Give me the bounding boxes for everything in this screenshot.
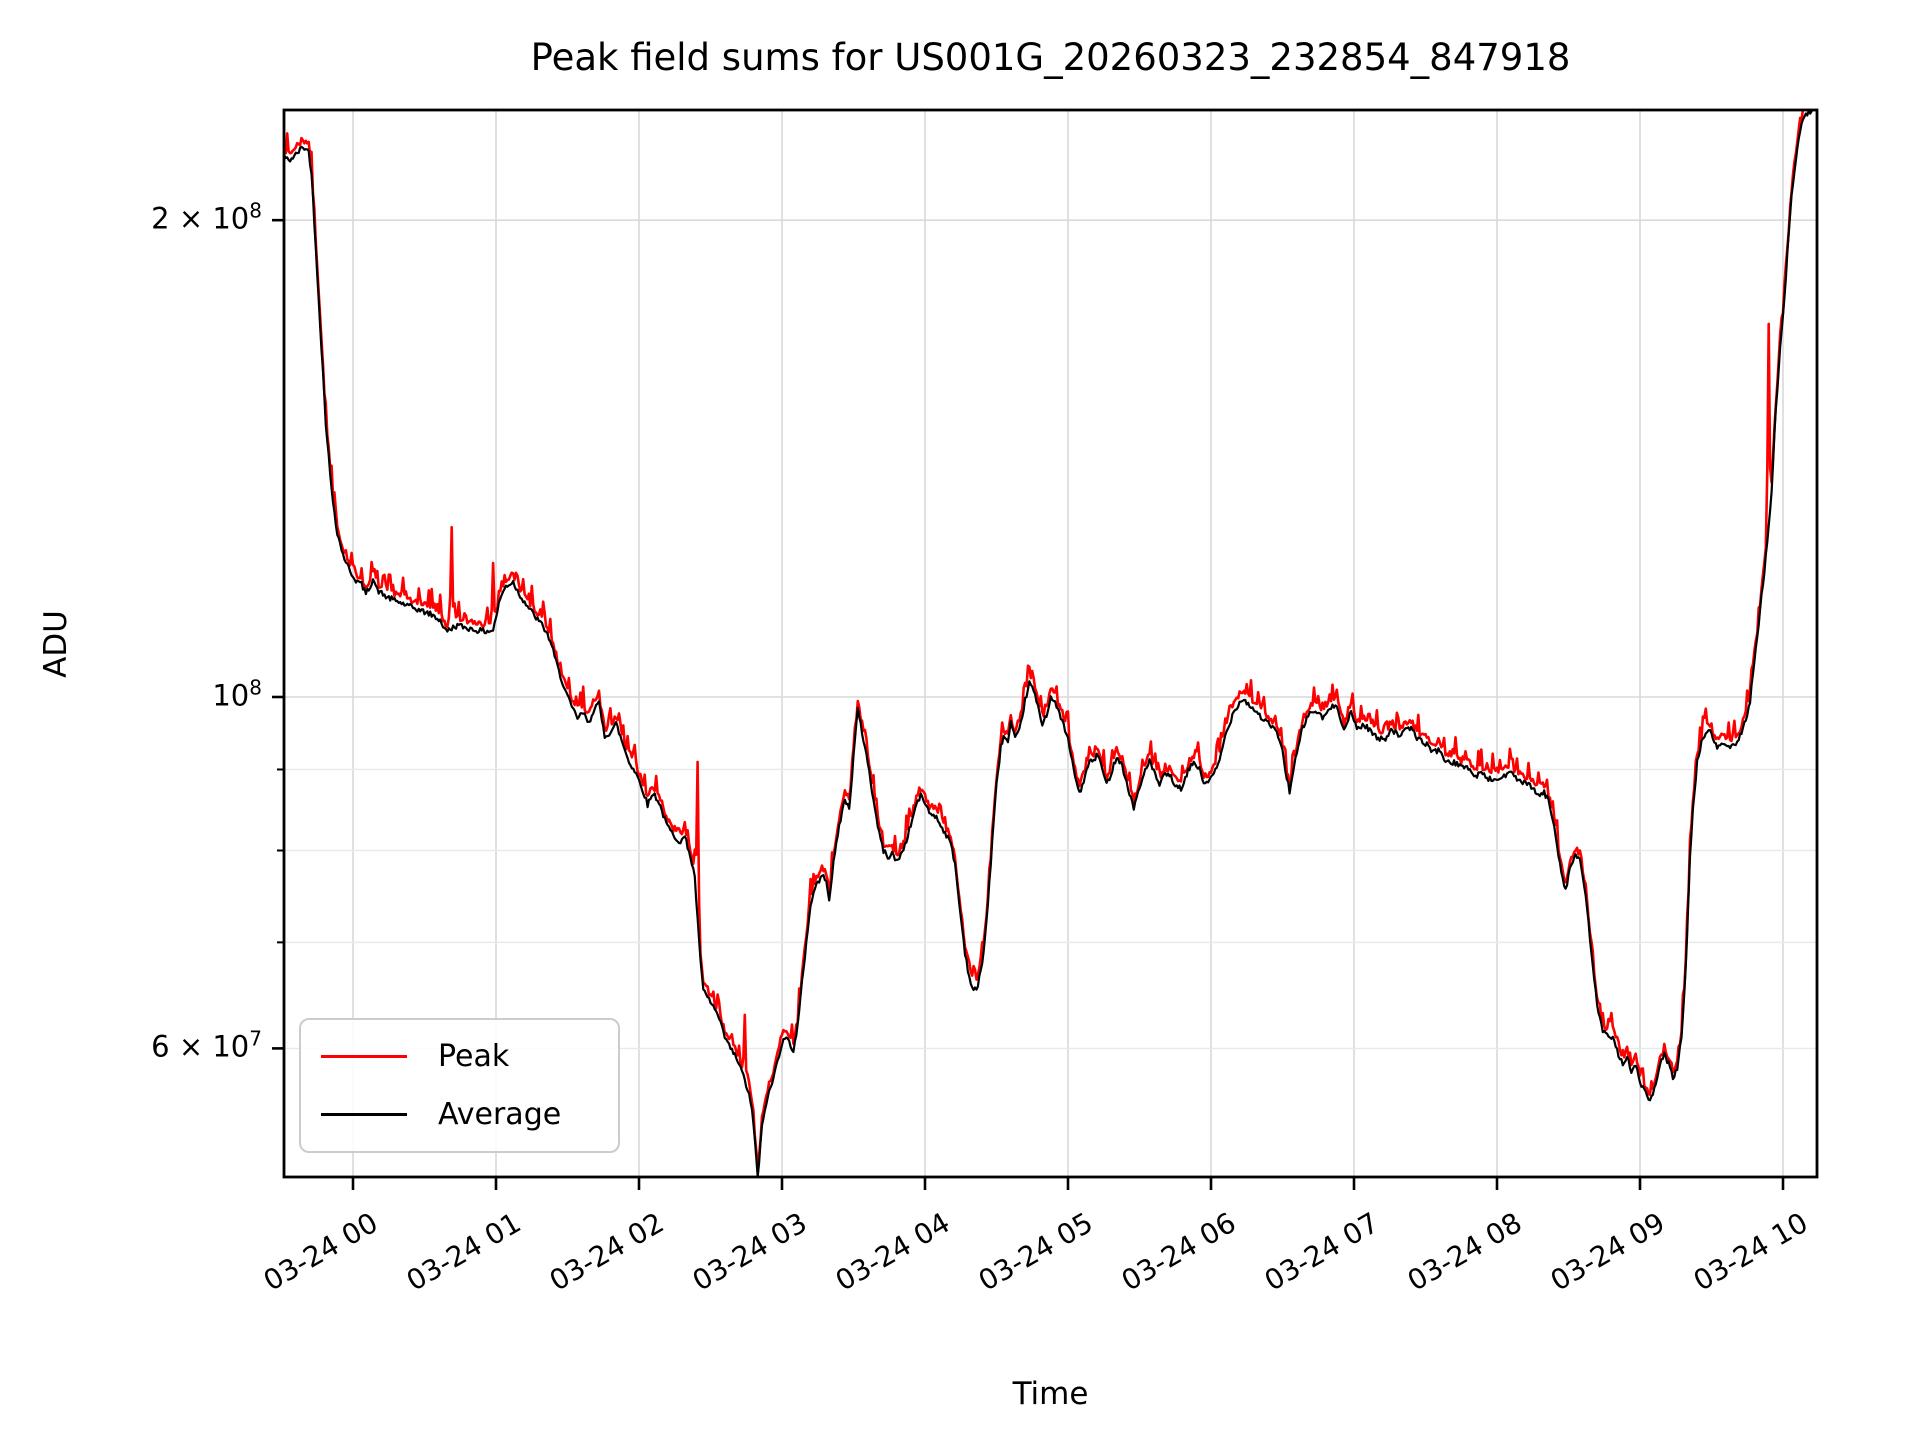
peak-line <box>284 110 1806 1168</box>
legend: Peak Average <box>299 1018 620 1153</box>
legend-entry-peak: Peak <box>301 1039 618 1074</box>
axis-ticks <box>272 218 1785 1190</box>
peak-line-swatch <box>321 1055 407 1059</box>
x-axis-title: Time <box>1012 1376 1089 1412</box>
y-tick-label: 108 <box>212 675 262 713</box>
average-line-swatch <box>321 1112 407 1116</box>
legend-label-peak: Peak <box>438 1039 510 1075</box>
legend-label-average: Average <box>438 1096 562 1132</box>
series <box>284 110 1814 1177</box>
gridlines <box>284 110 1817 1177</box>
chart-title: Peak field sums for US001G_20260323_2328… <box>530 36 1571 79</box>
y-tick-label: 2 × 108 <box>151 198 262 236</box>
legend-entry-average: Average <box>301 1097 618 1132</box>
average-line <box>284 110 1814 1177</box>
y-axis-title: ADU <box>38 610 74 678</box>
y-tick-label: 6 × 107 <box>151 1026 262 1064</box>
plot-border <box>282 108 1819 1179</box>
